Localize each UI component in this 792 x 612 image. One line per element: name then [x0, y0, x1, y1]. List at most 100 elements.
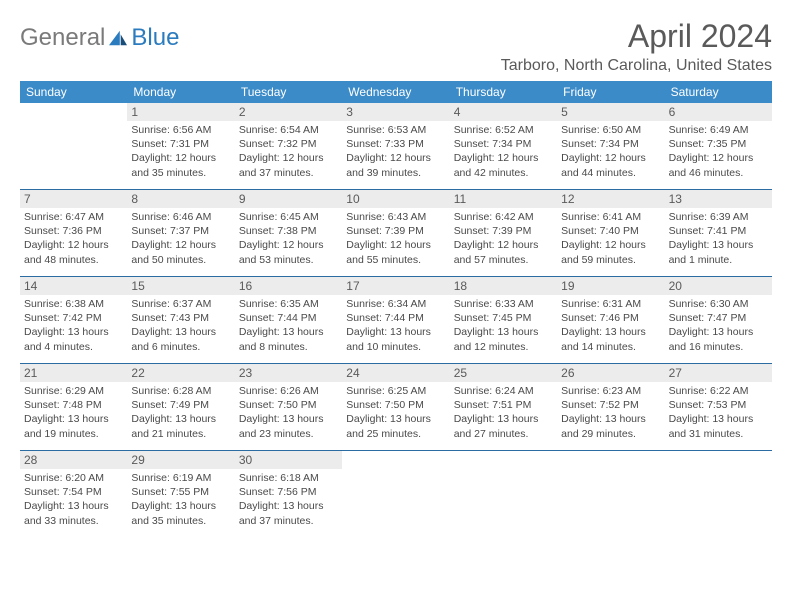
- day-cell: 1 Sunrise: 6:56 AMSunset: 7:31 PMDaylight…: [127, 103, 234, 189]
- day-info: Sunrise: 6:38 AMSunset: 7:42 PMDaylight:…: [24, 297, 123, 354]
- location: Tarboro, North Carolina, United States: [501, 57, 772, 75]
- day-info: Sunrise: 6:22 AMSunset: 7:53 PMDaylight:…: [669, 384, 768, 441]
- day-cell: 10 Sunrise: 6:43 AMSunset: 7:39 PMDayligh…: [342, 190, 449, 276]
- empty-cell: [450, 451, 557, 537]
- day-cell: 6 Sunrise: 6:49 AMSunset: 7:35 PMDaylight…: [665, 103, 772, 189]
- title-block: April 2024 Tarboro, North Carolina, Unit…: [501, 18, 772, 75]
- day-number: [450, 451, 557, 469]
- day-cell: 25 Sunrise: 6:24 AMSunset: 7:51 PMDayligh…: [450, 364, 557, 450]
- day-number: 19: [557, 277, 664, 295]
- day-info: Sunrise: 6:30 AMSunset: 7:47 PMDaylight:…: [669, 297, 768, 354]
- day-number: [665, 451, 772, 469]
- day-number: 30: [235, 451, 342, 469]
- week-row: 21 Sunrise: 6:29 AMSunset: 7:48 PMDayligh…: [20, 363, 772, 450]
- day-cell: 18 Sunrise: 6:33 AMSunset: 7:45 PMDayligh…: [450, 277, 557, 363]
- day-info: Sunrise: 6:52 AMSunset: 7:34 PMDaylight:…: [454, 123, 553, 180]
- day-number: 1: [127, 103, 234, 121]
- day-info: Sunrise: 6:25 AMSunset: 7:50 PMDaylight:…: [346, 384, 445, 441]
- day-cell: 26 Sunrise: 6:23 AMSunset: 7:52 PMDayligh…: [557, 364, 664, 450]
- day-number: 13: [665, 190, 772, 208]
- day-info: Sunrise: 6:23 AMSunset: 7:52 PMDaylight:…: [561, 384, 660, 441]
- empty-cell: [20, 103, 127, 189]
- header: General Blue April 2024 Tarboro, North C…: [20, 18, 772, 75]
- calendar: SundayMondayTuesdayWednesdayThursdayFrid…: [20, 81, 772, 537]
- day-number: 26: [557, 364, 664, 382]
- day-info: Sunrise: 6:47 AMSunset: 7:36 PMDaylight:…: [24, 210, 123, 267]
- day-info: Sunrise: 6:19 AMSunset: 7:55 PMDaylight:…: [131, 471, 230, 528]
- day-cell: 9 Sunrise: 6:45 AMSunset: 7:38 PMDaylight…: [235, 190, 342, 276]
- day-info: Sunrise: 6:18 AMSunset: 7:56 PMDaylight:…: [239, 471, 338, 528]
- day-info: Sunrise: 6:29 AMSunset: 7:48 PMDaylight:…: [24, 384, 123, 441]
- day-number: 18: [450, 277, 557, 295]
- day-number: 10: [342, 190, 449, 208]
- day-info: Sunrise: 6:28 AMSunset: 7:49 PMDaylight:…: [131, 384, 230, 441]
- logo-sail-icon: [107, 29, 129, 47]
- day-cell: 29 Sunrise: 6:19 AMSunset: 7:55 PMDayligh…: [127, 451, 234, 537]
- day-number: [342, 451, 449, 469]
- day-header: Sunday: [20, 81, 127, 103]
- day-number: 6: [665, 103, 772, 121]
- day-cell: 14Sunrise: 6:38 AMSunset: 7:42 PMDayligh…: [20, 277, 127, 363]
- day-header-row: SundayMondayTuesdayWednesdayThursdayFrid…: [20, 81, 772, 103]
- day-number: 12: [557, 190, 664, 208]
- day-number: 11: [450, 190, 557, 208]
- day-cell: 19Sunrise: 6:31 AMSunset: 7:46 PMDayligh…: [557, 277, 664, 363]
- day-info: Sunrise: 6:24 AMSunset: 7:51 PMDaylight:…: [454, 384, 553, 441]
- week-row: 28Sunrise: 6:20 AMSunset: 7:54 PMDayligh…: [20, 450, 772, 537]
- day-number: [20, 103, 127, 121]
- empty-cell: [342, 451, 449, 537]
- day-number: 20: [665, 277, 772, 295]
- day-header: Wednesday: [342, 81, 449, 103]
- day-number: 25: [450, 364, 557, 382]
- day-number: 8: [127, 190, 234, 208]
- day-number: 29: [127, 451, 234, 469]
- day-info: Sunrise: 6:43 AMSunset: 7:39 PMDaylight:…: [346, 210, 445, 267]
- day-header: Saturday: [665, 81, 772, 103]
- day-cell: 8 Sunrise: 6:46 AMSunset: 7:37 PMDaylight…: [127, 190, 234, 276]
- day-header: Thursday: [450, 81, 557, 103]
- day-number: 27: [665, 364, 772, 382]
- day-cell: 3 Sunrise: 6:53 AMSunset: 7:33 PMDaylight…: [342, 103, 449, 189]
- day-info: Sunrise: 6:45 AMSunset: 7:38 PMDaylight:…: [239, 210, 338, 267]
- day-number: 2: [235, 103, 342, 121]
- day-number: 24: [342, 364, 449, 382]
- week-row: 1 Sunrise: 6:56 AMSunset: 7:31 PMDaylight…: [20, 103, 772, 189]
- day-info: Sunrise: 6:46 AMSunset: 7:37 PMDaylight:…: [131, 210, 230, 267]
- day-info: Sunrise: 6:41 AMSunset: 7:40 PMDaylight:…: [561, 210, 660, 267]
- day-number: 21: [20, 364, 127, 382]
- day-info: Sunrise: 6:56 AMSunset: 7:31 PMDaylight:…: [131, 123, 230, 180]
- day-cell: 17 Sunrise: 6:34 AMSunset: 7:44 PMDayligh…: [342, 277, 449, 363]
- day-number: 7: [20, 190, 127, 208]
- empty-cell: [557, 451, 664, 537]
- day-cell: 28Sunrise: 6:20 AMSunset: 7:54 PMDayligh…: [20, 451, 127, 537]
- day-cell: 16Sunrise: 6:35 AMSunset: 7:44 PMDayligh…: [235, 277, 342, 363]
- day-cell: 30 Sunrise: 6:18 AMSunset: 7:56 PMDayligh…: [235, 451, 342, 537]
- day-info: Sunrise: 6:42 AMSunset: 7:39 PMDaylight:…: [454, 210, 553, 267]
- day-cell: 5Sunrise: 6:50 AMSunset: 7:34 PMDaylight…: [557, 103, 664, 189]
- day-info: Sunrise: 6:33 AMSunset: 7:45 PMDaylight:…: [454, 297, 553, 354]
- empty-cell: [665, 451, 772, 537]
- day-info: Sunrise: 6:39 AMSunset: 7:41 PMDaylight:…: [669, 210, 768, 267]
- day-info: Sunrise: 6:53 AMSunset: 7:33 PMDaylight:…: [346, 123, 445, 180]
- day-header: Monday: [127, 81, 234, 103]
- day-cell: 13 Sunrise: 6:39 AMSunset: 7:41 PMDayligh…: [665, 190, 772, 276]
- day-number: 28: [20, 451, 127, 469]
- day-info: Sunrise: 6:37 AMSunset: 7:43 PMDaylight:…: [131, 297, 230, 354]
- day-info: Sunrise: 6:49 AMSunset: 7:35 PMDaylight:…: [669, 123, 768, 180]
- day-number: 9: [235, 190, 342, 208]
- day-number: [557, 451, 664, 469]
- day-cell: 27 Sunrise: 6:22 AMSunset: 7:53 PMDayligh…: [665, 364, 772, 450]
- day-cell: 24 Sunrise: 6:25 AMSunset: 7:50 PMDayligh…: [342, 364, 449, 450]
- day-number: 17: [342, 277, 449, 295]
- day-header: Friday: [557, 81, 664, 103]
- day-number: 4: [450, 103, 557, 121]
- day-number: 16: [235, 277, 342, 295]
- day-cell: 21 Sunrise: 6:29 AMSunset: 7:48 PMDayligh…: [20, 364, 127, 450]
- day-number: 3: [342, 103, 449, 121]
- logo-text-1: General: [20, 24, 105, 52]
- day-info: Sunrise: 6:26 AMSunset: 7:50 PMDaylight:…: [239, 384, 338, 441]
- day-info: Sunrise: 6:34 AMSunset: 7:44 PMDaylight:…: [346, 297, 445, 354]
- day-number: 5: [557, 103, 664, 121]
- logo-text-2: Blue: [131, 24, 179, 52]
- week-row: 7 Sunrise: 6:47 AMSunset: 7:36 PMDaylight…: [20, 189, 772, 276]
